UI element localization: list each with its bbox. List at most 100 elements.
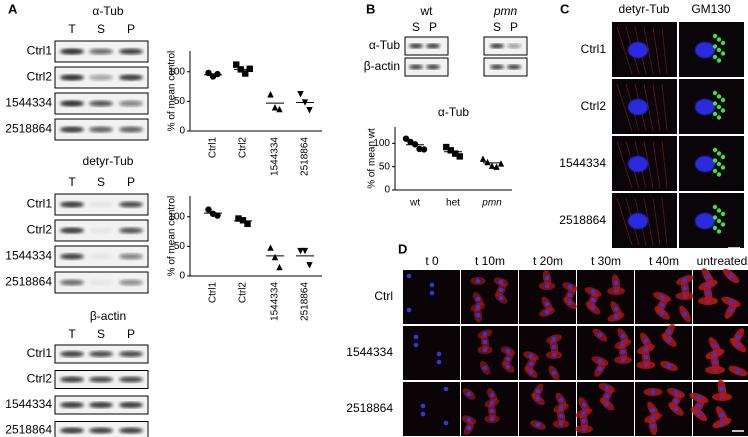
row-label: 1544334	[5, 249, 52, 263]
band	[409, 64, 423, 70]
lane-label: T	[68, 175, 76, 189]
band	[60, 376, 84, 383]
golgi	[712, 147, 718, 153]
lane-label: P	[127, 327, 135, 341]
nucleus	[475, 304, 481, 310]
y-tick-label: 0	[179, 126, 185, 137]
golgi	[720, 97, 726, 103]
nucleus	[482, 331, 488, 337]
lane-label: T	[68, 327, 76, 341]
nucleus	[590, 297, 596, 303]
nucleus	[475, 278, 481, 284]
y-tick-label: 50	[379, 161, 391, 172]
y-axis-label: % of mean control	[167, 51, 178, 132]
band	[60, 279, 84, 286]
nucleus	[466, 417, 472, 423]
fiber	[643, 140, 654, 189]
data-point	[276, 105, 283, 113]
nucleus	[406, 273, 412, 279]
fiber	[643, 83, 654, 132]
column-label: t 0	[425, 254, 439, 268]
column-label: t 30m	[591, 254, 621, 268]
data-point	[214, 70, 221, 78]
x-tick-label: Ctrl2	[238, 282, 249, 304]
nucleus	[535, 388, 541, 394]
blot-title: β-actin	[90, 309, 126, 323]
nucleus	[551, 344, 557, 350]
nucleus	[544, 301, 550, 307]
golgi	[712, 158, 718, 163]
nucleus	[643, 354, 649, 360]
band	[60, 126, 84, 133]
micrograph	[577, 270, 634, 324]
nucleus	[489, 408, 495, 414]
lane-label: P	[429, 20, 437, 34]
band	[89, 227, 113, 234]
nucleus	[567, 292, 573, 298]
golgi	[716, 208, 722, 213]
band	[89, 126, 113, 133]
band	[89, 279, 113, 286]
band	[119, 48, 143, 55]
golgi	[716, 58, 722, 63]
nucleus	[413, 342, 419, 348]
band	[490, 43, 504, 49]
nucleus	[613, 306, 619, 312]
nucleus	[643, 338, 649, 344]
nucleus	[719, 386, 725, 392]
nucleus	[620, 349, 626, 355]
nucleus	[544, 275, 550, 281]
row-label: 1544334	[5, 96, 52, 110]
nucleus	[466, 391, 472, 397]
x-tick-label: 2518864	[300, 282, 311, 321]
band	[60, 427, 84, 434]
nucleus	[682, 311, 688, 317]
row-label: 2518864	[346, 401, 393, 415]
y-tick-label: 0	[179, 271, 185, 282]
data-point	[297, 247, 304, 255]
golgi	[712, 44, 718, 49]
fiber	[616, 83, 633, 132]
band	[119, 74, 143, 81]
x-tick-label: 1544334	[270, 137, 281, 176]
nucleus	[728, 307, 734, 313]
data-point	[402, 135, 410, 142]
y-tick-label: 100	[168, 211, 185, 222]
data-point	[267, 91, 274, 98]
fiber	[661, 140, 668, 189]
nucleus	[705, 274, 711, 280]
nucleus	[505, 364, 511, 370]
band	[60, 253, 84, 260]
micrograph	[403, 270, 460, 324]
band	[60, 74, 84, 81]
fiber	[661, 83, 668, 132]
band	[119, 126, 143, 133]
band	[119, 376, 143, 383]
nucleus	[558, 413, 564, 419]
band	[119, 427, 143, 434]
band	[89, 351, 113, 357]
nucleus	[528, 361, 534, 367]
column-label: t 10m	[475, 254, 505, 268]
nucleus	[429, 290, 435, 296]
data-point	[276, 263, 283, 271]
nucleus	[551, 336, 557, 342]
lane-label: T	[68, 22, 76, 36]
row-label: 1544334	[559, 156, 606, 170]
golgi	[720, 108, 726, 113]
lane-label: P	[127, 175, 135, 189]
data-point	[233, 61, 240, 68]
nucleus	[659, 302, 665, 308]
data-point	[479, 155, 487, 162]
golgi	[720, 154, 726, 160]
band	[89, 253, 113, 260]
fiber	[652, 83, 661, 132]
band	[60, 100, 84, 107]
nucleus	[475, 296, 481, 302]
nucleus	[581, 402, 587, 408]
nucleus	[735, 368, 741, 374]
golgi	[712, 111, 718, 117]
row-label: 2518864	[559, 213, 606, 227]
fiber	[661, 197, 668, 246]
band	[89, 427, 113, 434]
